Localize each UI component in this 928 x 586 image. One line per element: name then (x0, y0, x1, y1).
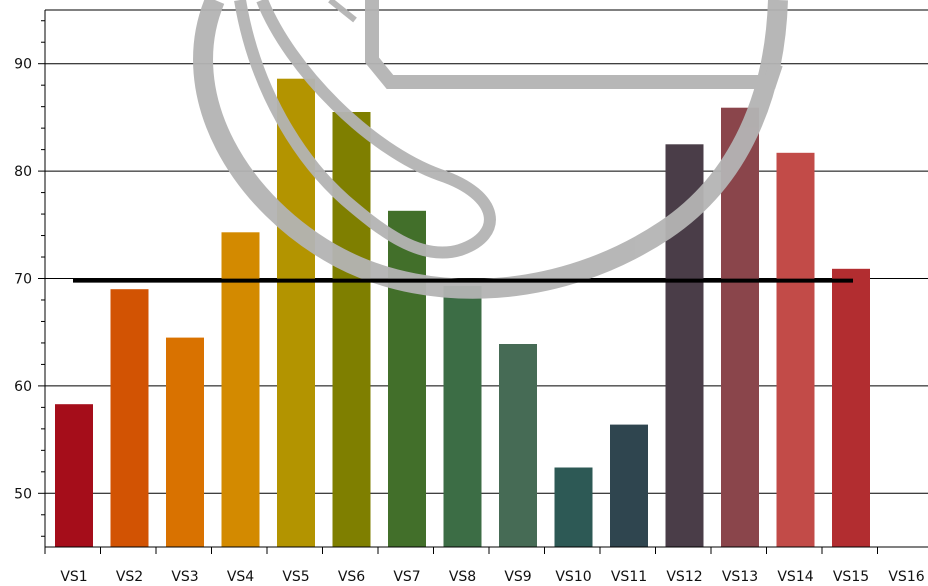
x-tick-label-VS3: VS3 (171, 569, 198, 585)
x-tick-label-VS10: VS10 (555, 569, 591, 585)
y-tick-label-50: 50 (14, 486, 32, 502)
x-tick-label-VS9: VS9 (504, 569, 531, 585)
globe-watermark-icon (193, 0, 788, 299)
bar-series (55, 78, 870, 548)
bar-VS11 (610, 424, 648, 547)
bar-VS10 (554, 467, 593, 547)
y-tick-label-60: 60 (14, 379, 32, 395)
x-tick-label-VS12: VS12 (666, 569, 702, 585)
x-tick-label-VS14: VS14 (777, 569, 813, 585)
bar-VS14 (776, 152, 815, 548)
x-axis-tick-labels: VS1 VS2 VS3 VS4 VS5 VS6 VS7 VS8 VS9 VS10 VS11 VS12 V… (60, 569, 924, 585)
x-tick-label-VS4: VS4 (227, 569, 254, 585)
bar-VS4 (221, 232, 260, 548)
x-tick-label-VS2: VS2 (116, 569, 143, 585)
x-tick-label-VS1: VS1 (60, 569, 87, 585)
bar-VS1 (55, 404, 93, 547)
x-tick-label-VS16: VS16 (888, 569, 924, 585)
bar-VS9 (499, 344, 537, 547)
bar-VS3 (166, 337, 204, 547)
bar-VS15 (832, 268, 870, 547)
bar-VS8 (443, 286, 482, 547)
x-tick-label-VS6: VS6 (338, 569, 365, 585)
x-tick-label-VS5: VS5 (282, 569, 309, 585)
y-tick-label-90: 90 (14, 57, 32, 73)
x-tick-label-VS7: VS7 (393, 569, 420, 585)
bar-VS2 (110, 289, 149, 547)
y-tick-label-80: 80 (14, 164, 32, 180)
bar-VS7 (388, 210, 426, 548)
x-tick-label-VS13: VS13 (722, 569, 758, 585)
y-tick-label-70: 70 (14, 272, 32, 288)
axes (38, 10, 928, 554)
x-tick-label-VS11: VS11 (611, 569, 647, 585)
bar-VS6 (332, 112, 371, 547)
x-tick-label-VS8: VS8 (449, 569, 476, 585)
y-axis-tick-labels: 50 60 70 80 90 (14, 57, 32, 503)
x-tick-label-VS15: VS15 (833, 569, 869, 585)
